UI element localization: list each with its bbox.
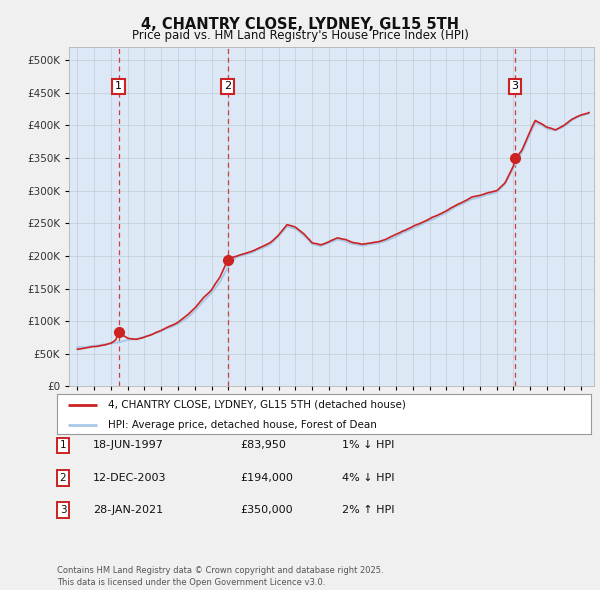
Text: 4, CHANTRY CLOSE, LYDNEY, GL15 5TH (detached house): 4, CHANTRY CLOSE, LYDNEY, GL15 5TH (deta… xyxy=(108,400,406,410)
Text: 3: 3 xyxy=(59,506,67,515)
Text: £194,000: £194,000 xyxy=(240,473,293,483)
Text: 1: 1 xyxy=(59,441,67,450)
Text: HPI: Average price, detached house, Forest of Dean: HPI: Average price, detached house, Fore… xyxy=(108,420,377,430)
Text: £83,950: £83,950 xyxy=(240,441,286,450)
Text: 3: 3 xyxy=(511,81,518,91)
Text: 1% ↓ HPI: 1% ↓ HPI xyxy=(342,441,394,450)
Text: 2% ↑ HPI: 2% ↑ HPI xyxy=(342,506,395,515)
Text: 12-DEC-2003: 12-DEC-2003 xyxy=(93,473,167,483)
Text: 28-JAN-2021: 28-JAN-2021 xyxy=(93,506,163,515)
Text: 18-JUN-1997: 18-JUN-1997 xyxy=(93,441,164,450)
Text: 2: 2 xyxy=(59,473,67,483)
Text: 2: 2 xyxy=(224,81,231,91)
Text: Contains HM Land Registry data © Crown copyright and database right 2025.
This d: Contains HM Land Registry data © Crown c… xyxy=(57,566,383,587)
Text: 1: 1 xyxy=(115,81,122,91)
Text: £350,000: £350,000 xyxy=(240,506,293,515)
Text: 4% ↓ HPI: 4% ↓ HPI xyxy=(342,473,395,483)
Text: 4, CHANTRY CLOSE, LYDNEY, GL15 5TH: 4, CHANTRY CLOSE, LYDNEY, GL15 5TH xyxy=(141,17,459,31)
Text: Price paid vs. HM Land Registry's House Price Index (HPI): Price paid vs. HM Land Registry's House … xyxy=(131,30,469,42)
